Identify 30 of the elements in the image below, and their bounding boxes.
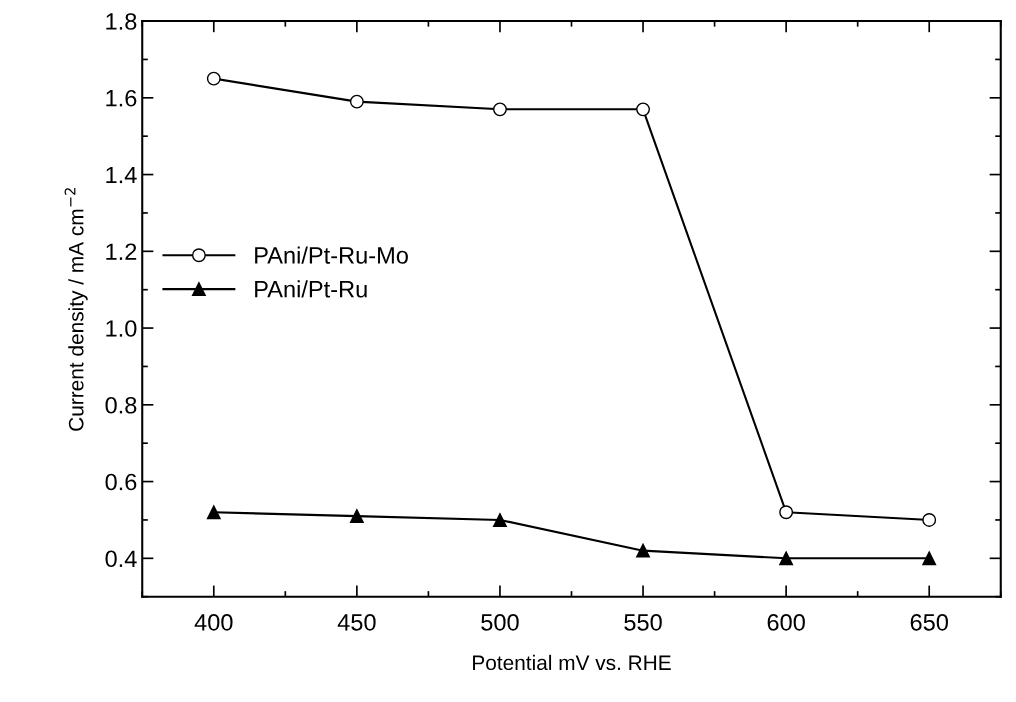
y-tick-label: 1.2 [106,243,137,260]
point [636,543,650,558]
legend-label: PAni/Pt-Ru-Mo [255,246,408,264]
point [493,513,507,527]
point [206,71,221,86]
point [922,513,937,527]
point [636,102,650,117]
point [493,102,507,117]
y-tick-label: 1.4 [106,166,137,184]
y-axis-title: Current density / mA cm$^{−2}$ [64,188,88,431]
y-tick-label: 1.0 [106,320,137,337]
point [779,551,794,566]
point [779,505,794,520]
x-tick-label: 500 [481,613,519,631]
point [349,509,364,524]
y-tick-label: 1.8 [106,13,137,30]
y-tick-label: 0.4 [105,550,137,568]
x-axis-title: Potential mV vs. RHE [473,654,671,671]
y-tick-label: 0.6 [105,473,137,491]
x-tick-label: 550 [624,613,662,631]
point [922,551,937,566]
x-tick-label: 450 [337,613,376,631]
point [206,505,221,520]
x-tick-label: 650 [910,613,948,631]
x-tick-label: 600 [767,613,805,631]
y-tick-label: 1.6 [106,89,137,107]
x-tick-label: 400 [194,613,233,631]
legend-label: PAni/Pt-Ru [255,280,367,298]
point [349,94,364,109]
y-tick-label: 0.8 [105,396,137,414]
